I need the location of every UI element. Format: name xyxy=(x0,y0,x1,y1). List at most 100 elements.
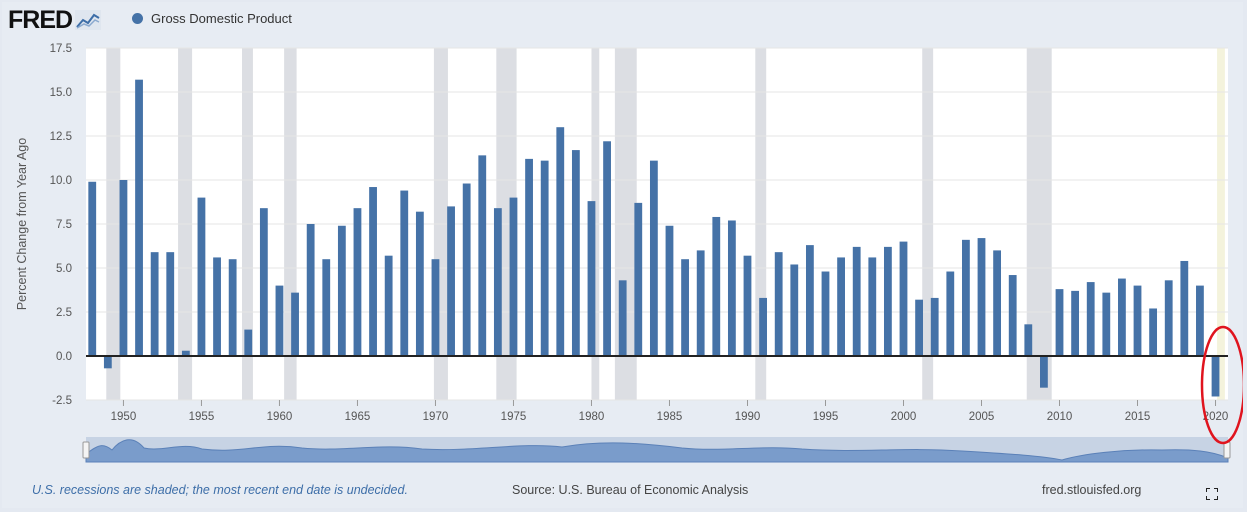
gdp-bar[interactable] xyxy=(618,280,627,356)
y-tick-label: 7.5 xyxy=(56,219,72,231)
gdp-bar[interactable] xyxy=(213,257,221,356)
gdp-bar[interactable] xyxy=(1164,280,1173,356)
gdp-bar[interactable] xyxy=(1133,285,1142,356)
gdp-bar[interactable] xyxy=(400,190,409,356)
gdp-bar[interactable] xyxy=(868,257,877,356)
gdp-bar[interactable] xyxy=(1180,260,1189,356)
gdp-bar[interactable] xyxy=(322,259,331,356)
x-tick-label: 1960 xyxy=(267,411,293,423)
legend-item[interactable]: Gross Domestic Product xyxy=(132,11,292,26)
gdp-bar[interactable] xyxy=(1118,278,1126,356)
chart-footer: U.S. recessions are shaded; the most rec… xyxy=(2,477,1243,507)
gdp-bar[interactable] xyxy=(977,238,986,356)
gdp-bar-chart: 17.515.012.510.07.55.02.50.0-2.5 1950 195… xyxy=(15,43,1243,463)
gdp-bar[interactable] xyxy=(1102,292,1111,356)
gdp-bar[interactable] xyxy=(525,158,533,356)
gdp-bar[interactable] xyxy=(150,252,159,356)
gdp-bar[interactable] xyxy=(743,255,752,356)
x-tick-label: 2020 xyxy=(1203,411,1229,423)
gdp-bar[interactable] xyxy=(1071,290,1080,356)
logo-text: FRED xyxy=(8,5,73,34)
x-tick-label: 1990 xyxy=(735,411,761,423)
gdp-bar[interactable] xyxy=(447,206,455,356)
gdp-bar[interactable] xyxy=(197,197,206,356)
gdp-bar[interactable] xyxy=(259,208,268,356)
gdp-bar[interactable] xyxy=(649,160,658,356)
x-tick-label: 1965 xyxy=(345,411,371,423)
gdp-bar[interactable] xyxy=(103,356,112,369)
gdp-bar[interactable] xyxy=(1211,356,1220,397)
x-tick-label: 1985 xyxy=(657,411,683,423)
gdp-bar[interactable] xyxy=(88,181,97,356)
gdp-bar[interactable] xyxy=(821,271,830,356)
gdp-bar[interactable] xyxy=(930,297,939,356)
y-tick-label: -2.5 xyxy=(52,395,72,407)
gdp-bar[interactable] xyxy=(337,225,346,356)
gdp-bar[interactable] xyxy=(852,246,861,356)
gdp-bar[interactable] xyxy=(634,202,643,356)
gdp-bar[interactable] xyxy=(774,252,783,356)
x-tick-label: 2010 xyxy=(1047,411,1073,423)
gdp-bar[interactable] xyxy=(1008,275,1017,356)
bar-series xyxy=(88,79,1220,397)
y-tick-label: 10.0 xyxy=(50,175,72,187)
x-axis-ticks: 1950 1955 1960 1965 1970 1975 1980 1985 1990 1995… xyxy=(111,400,1229,423)
gdp-bar[interactable] xyxy=(696,250,705,356)
source-text: Source: U.S. Bureau of Economic Analysis xyxy=(512,483,749,497)
gdp-bar[interactable] xyxy=(587,201,596,356)
gdp-bar[interactable] xyxy=(915,299,923,356)
site-url[interactable]: fred.stlouisfed.org xyxy=(1042,483,1142,497)
gdp-bar[interactable] xyxy=(119,180,128,356)
fred-logo[interactable]: FRED xyxy=(8,5,126,34)
gdp-bar[interactable] xyxy=(571,150,580,356)
navigator-handle-left[interactable] xyxy=(82,441,90,459)
gdp-bar[interactable] xyxy=(462,183,471,356)
gdp-bar[interactable] xyxy=(1024,324,1033,356)
gdp-bar[interactable] xyxy=(1086,282,1095,356)
gdp-bar[interactable] xyxy=(353,208,362,356)
gdp-bar[interactable] xyxy=(135,79,143,357)
gdp-bar[interactable] xyxy=(1149,308,1158,356)
gdp-bar[interactable] xyxy=(415,211,424,356)
gdp-bar[interactable] xyxy=(166,252,175,356)
line-chart-icon xyxy=(75,10,102,30)
gdp-bar[interactable] xyxy=(369,187,377,356)
gdp-bar[interactable] xyxy=(509,197,518,356)
gdp-bar[interactable] xyxy=(946,271,955,356)
y-tick-label: 2.5 xyxy=(56,307,72,319)
gdp-bar[interactable] xyxy=(883,246,892,356)
gdp-bar[interactable] xyxy=(540,160,549,356)
gdp-bar[interactable] xyxy=(431,259,440,356)
gdp-bar[interactable] xyxy=(1055,289,1064,356)
fullscreen-icon[interactable] xyxy=(1206,488,1218,500)
gdp-bar[interactable] xyxy=(1040,356,1048,388)
gdp-bar[interactable] xyxy=(805,245,814,356)
x-tick-label: 1980 xyxy=(579,411,605,423)
gdp-bar[interactable] xyxy=(244,329,253,356)
y-tick-label: 0.0 xyxy=(56,351,72,363)
gdp-bar[interactable] xyxy=(228,259,237,356)
range-navigator[interactable] xyxy=(82,437,1231,463)
gdp-bar[interactable] xyxy=(556,127,565,356)
gdp-bar[interactable] xyxy=(962,239,970,356)
gdp-bar[interactable] xyxy=(384,255,393,356)
gdp-bar[interactable] xyxy=(665,225,674,356)
gdp-bar[interactable] xyxy=(993,250,1002,356)
gdp-bar[interactable] xyxy=(727,220,736,356)
gdp-bar[interactable] xyxy=(478,155,487,356)
gdp-bar[interactable] xyxy=(837,257,845,356)
gdp-bar[interactable] xyxy=(899,241,908,356)
gdp-bar[interactable] xyxy=(493,208,502,356)
gdp-bar[interactable] xyxy=(181,350,190,356)
gdp-bar[interactable] xyxy=(306,224,315,356)
gdp-bar[interactable] xyxy=(790,264,799,356)
gdp-bar[interactable] xyxy=(759,297,767,356)
navigator-handle-right[interactable] xyxy=(1223,441,1231,459)
gdp-bar[interactable] xyxy=(291,292,299,356)
gdp-bar[interactable] xyxy=(712,216,721,356)
x-tick-label: 1995 xyxy=(813,411,839,423)
gdp-bar[interactable] xyxy=(1196,285,1204,356)
gdp-bar[interactable] xyxy=(681,259,689,356)
gdp-bar[interactable] xyxy=(603,141,611,356)
gdp-bar[interactable] xyxy=(275,285,284,356)
